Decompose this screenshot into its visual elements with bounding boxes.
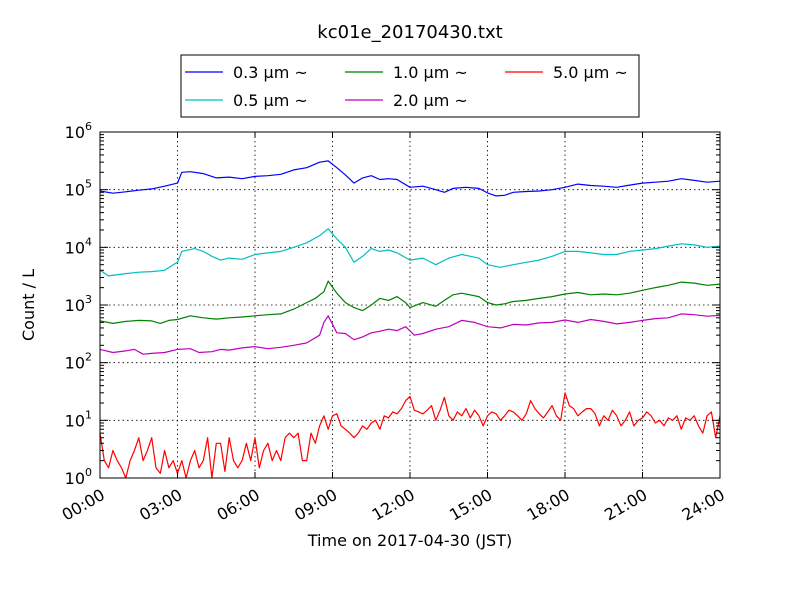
- x-axis-label: Time on 2017-04-30 (JST): [307, 531, 512, 550]
- y-tick-label: 101: [65, 408, 92, 430]
- legend-label-4: 5.0 μm ~: [553, 63, 628, 82]
- y-axis-label: Count / L: [19, 269, 38, 341]
- series-layer: [100, 160, 720, 478]
- legend: 0.3 μm ~ 0.5 μm ~ 1.0 μm ~ 2.0 μm ~ 5.0 μm ~: [180, 54, 640, 118]
- legend-label-0: 0.3 μm ~: [233, 63, 308, 82]
- tick-layer: [99, 131, 721, 479]
- series-line-1: [100, 228, 720, 277]
- legend-label-1: 0.5 μm ~: [233, 91, 308, 110]
- chart-title: kc01e_20170430.txt: [317, 22, 502, 43]
- legend-label-3: 2.0 μm ~: [393, 91, 468, 110]
- y-tick-label: 100: [65, 466, 92, 488]
- grid-layer: [100, 132, 720, 478]
- y-tick-label: 105: [65, 178, 92, 200]
- y-tick-label: 104: [65, 235, 92, 257]
- series-line-4: [100, 392, 720, 478]
- series-line-3: [100, 313, 720, 355]
- series-line-2: [100, 280, 720, 324]
- y-tick-label: 106: [65, 120, 92, 142]
- series-line-0: [100, 160, 720, 197]
- y-tick-labels: 100 101 102 103 104 105 106: [65, 120, 92, 488]
- y-tick-label: 103: [65, 293, 92, 315]
- y-tick-label: 102: [65, 351, 92, 373]
- legend-box: [180, 54, 640, 118]
- legend-label-2: 1.0 μm ~: [393, 63, 468, 82]
